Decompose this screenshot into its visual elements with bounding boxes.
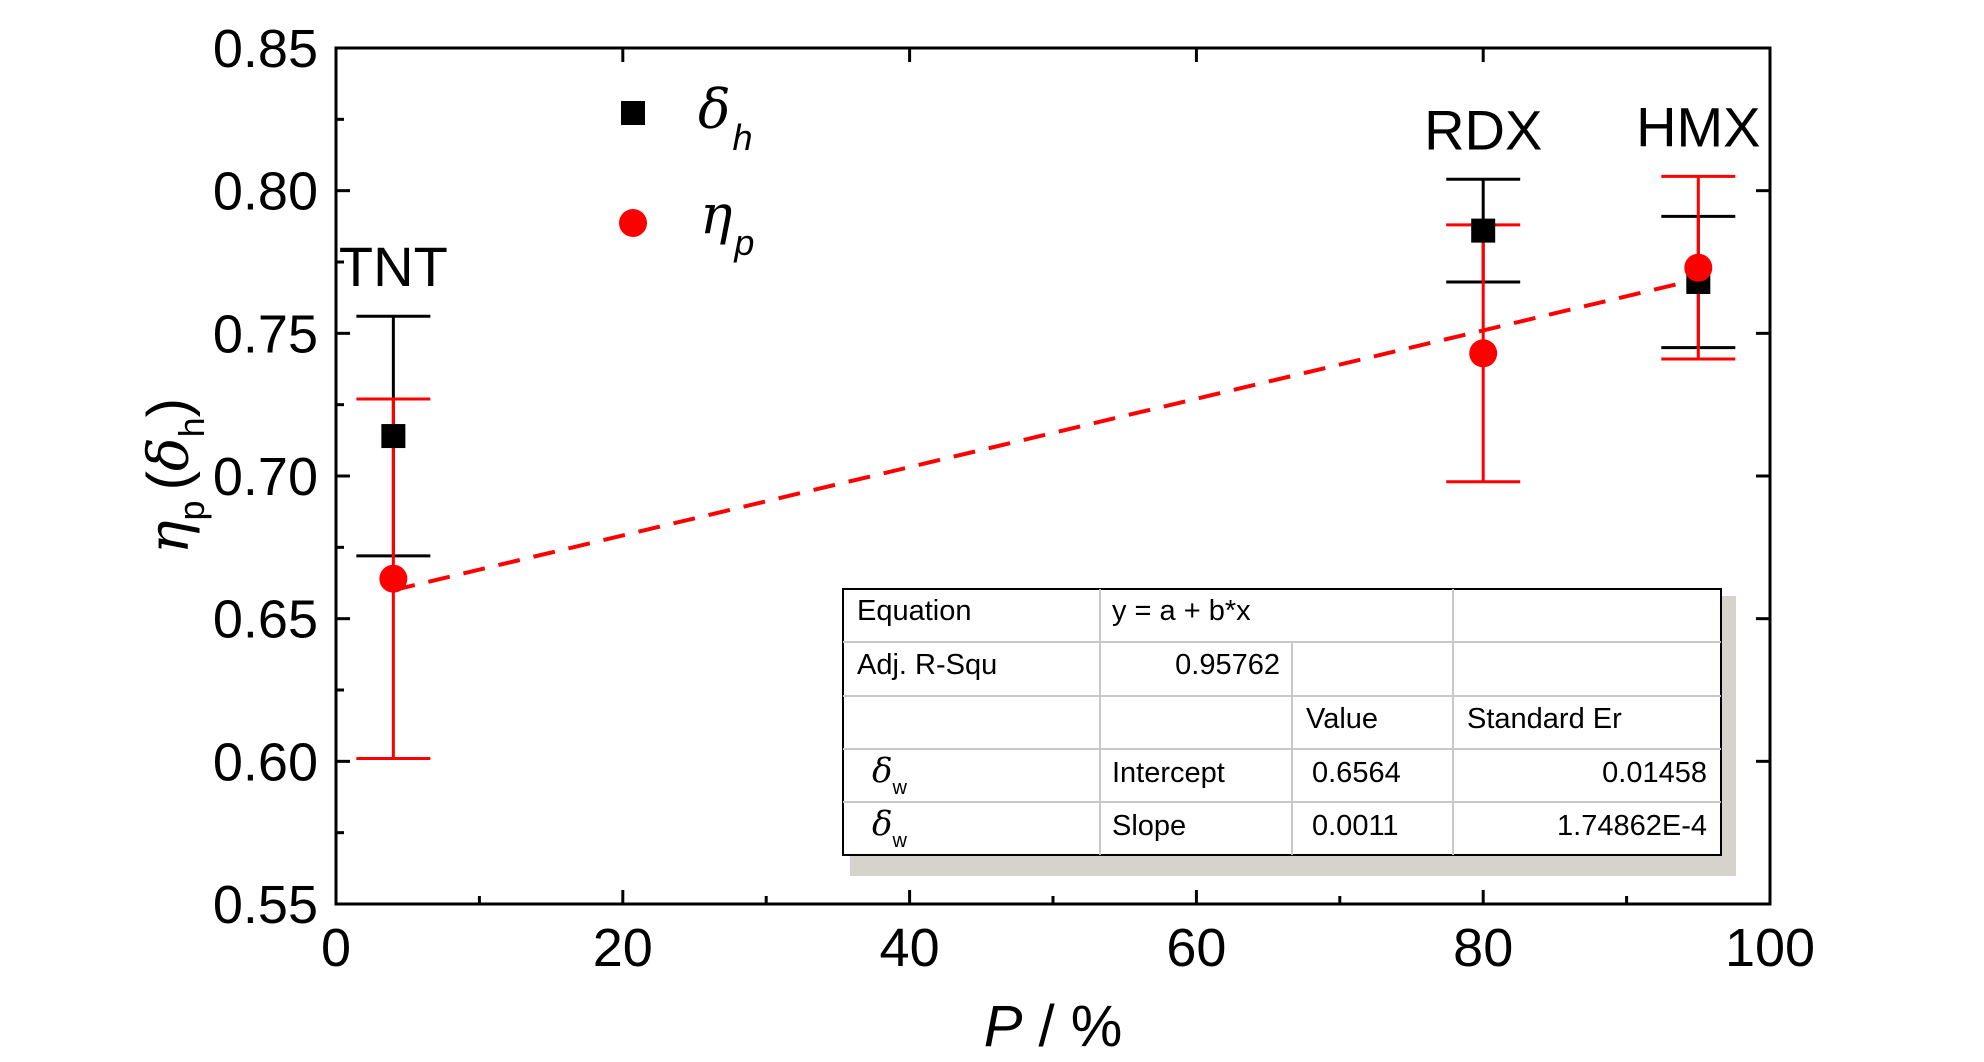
y-tick-label: 0.85 [213,19,318,79]
x-tick-label: 100 [1725,918,1815,978]
data-point-circle [379,564,408,593]
data-point-square [1471,218,1496,243]
legend-label-eta-p: ηp [700,183,754,263]
x-tick-label: 80 [1453,918,1513,978]
data-point-square [381,424,406,449]
x-axis-title: P / % [984,994,1123,1059]
fit-table-intercept-err: 0.01458 [1602,757,1707,789]
fit-table-grid [843,589,1721,855]
point-label: TNT [339,235,448,298]
fit-line [392,277,1699,593]
fit-table-slope-err: 1.74862E-4 [1557,810,1707,842]
legend-marker-circle [619,209,647,237]
series-group [356,174,1736,760]
legend-marker-square [621,101,645,125]
y-axis-title: ηp(δh) [136,398,212,554]
legend: δh ηp [619,78,754,263]
fit-table-intercept-label: Intercept [1112,757,1225,789]
fit-table-col-std: Standard Er [1467,703,1622,735]
y-tick-label: 0.75 [213,304,318,364]
data-point-circle [1469,339,1498,368]
fit-table-adj-r-label: Adj. R-Squ [857,649,997,681]
svg-text:ηp(δh): ηp(δh) [136,398,212,554]
fit-table-slope-label: Slope [1112,810,1186,842]
point-label: RDX [1424,98,1542,161]
axes-ticks: 0 20 40 60 80 100 0.55 0.60 0.65 0.70 0.75 0.80 0.85 [213,19,1815,978]
y-tick-label: 0.55 [213,875,318,935]
y-tick-label: 0.80 [213,162,318,222]
fit-table-slope-value: 0.0011 [1312,810,1399,842]
y-tick-label: 0.60 [213,732,318,792]
point-label: HMX [1636,95,1760,158]
y-tick-label: 0.70 [213,447,318,507]
fit-table: Equation y = a + b*x Adj. R-Squ 0.95762 … [842,588,1736,876]
plot-frame [334,46,1772,906]
fit-line-group [392,277,1699,593]
fit-table-row1-symbol: δw [872,751,907,799]
fit-table-equation-label: Equation [857,595,972,627]
legend-label-delta-h: δh [698,78,753,158]
fit-table-box [842,588,1722,856]
data-point-circle [1684,253,1713,282]
fit-table-intercept-value: 0.6564 [1312,757,1401,789]
x-tick-label: 20 [593,918,653,978]
fit-table-row2-symbol: δw [872,804,907,852]
x-tick-label: 60 [1166,918,1226,978]
x-tick-label: 0 [321,918,351,978]
x-tick-label: 40 [880,918,940,978]
fit-table-col-value: Value [1306,703,1378,735]
fit-table-equation-value: y = a + b*x [1112,595,1251,627]
y-tick-label: 0.65 [213,590,318,650]
fit-table-adj-r-value: 0.95762 [1175,649,1280,681]
point-labels: TNT RDX HMX [339,95,1761,298]
